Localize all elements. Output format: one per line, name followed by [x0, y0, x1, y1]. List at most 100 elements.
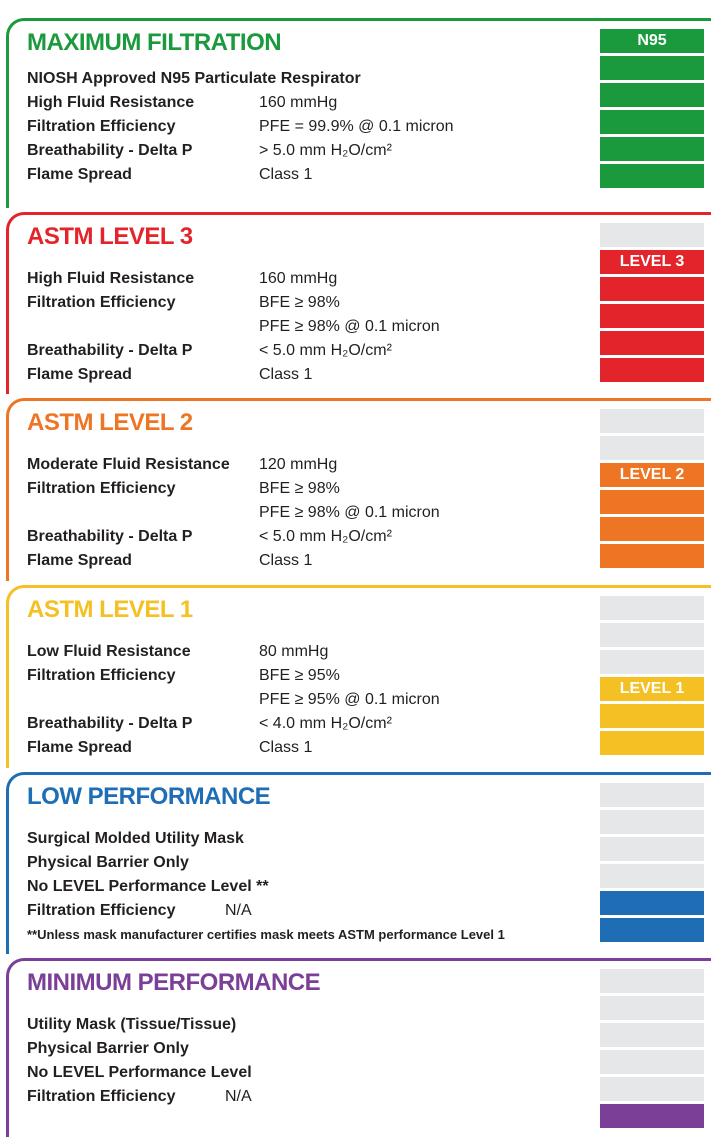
spec-row: Physical Barrier Only	[27, 851, 587, 875]
spec-label: Flame Spread	[27, 366, 132, 383]
section-title: MINIMUM PERFORMANCE	[27, 969, 321, 996]
spec-row: Filtration Efficiency BFE ≥ 98%	[27, 291, 587, 315]
scale-filled	[600, 490, 704, 514]
spec-row: PFE ≥ 98% @ 0.1 micron	[27, 501, 587, 525]
section: ASTM LEVEL 2 Moderate Fluid Resistance 120…	[6, 398, 711, 581]
scale-filled: LEVEL 1	[600, 677, 704, 701]
section: ASTM LEVEL 1 Low Fluid Resistance 80 mmHg F…	[6, 585, 711, 768]
level-scale	[600, 969, 704, 1131]
spec-label: Filtration Efficiency	[27, 902, 176, 919]
spec-row: Flame Spread Class 1	[27, 363, 587, 387]
scale-empty	[600, 1050, 704, 1074]
scale-filled	[600, 517, 704, 541]
level-scale: LEVEL 3	[600, 223, 704, 385]
section-title: MAXIMUM FILTRATION	[27, 29, 282, 56]
scale-empty	[600, 1023, 704, 1047]
spec-row: Filtration Efficiency N/A	[27, 899, 587, 923]
section-title: ASTM LEVEL 3	[27, 223, 193, 250]
scale-filled	[600, 731, 704, 755]
spec-value: BFE ≥ 98%	[259, 480, 340, 497]
spec-label: Moderate Fluid Resistance	[27, 456, 230, 473]
spec-label: Breathability - Delta P	[27, 142, 193, 159]
scale-filled: LEVEL 3	[600, 250, 704, 274]
spec-row: Filtration Efficiency BFE ≥ 98%	[27, 477, 587, 501]
section: MINIMUM PERFORMANCE Utility Mask (Tissue/…	[6, 958, 711, 1137]
lines: Low Fluid Resistance 80 mmHg Filtration Ef…	[27, 640, 587, 760]
spec-label: High Fluid Resistance	[27, 94, 195, 111]
spec-text: Surgical Molded Utility Mask	[27, 830, 244, 847]
spec-value: < 5.0 mm H₂O/cm²	[259, 342, 392, 359]
spec-value: 80 mmHg	[259, 643, 329, 660]
lines: Utility Mask (Tissue/Tissue) Physical Bar…	[27, 1013, 587, 1109]
scale-filled	[600, 137, 704, 161]
spec-text: NIOSH Approved N95 Particulate Respirato…	[27, 70, 361, 87]
scale-filled	[600, 358, 704, 382]
spec-label: Breathability - Delta P	[27, 715, 193, 732]
spec-row: Moderate Fluid Resistance 120 mmHg	[27, 453, 587, 477]
scale-filled	[600, 891, 704, 915]
section: MAXIMUM FILTRATION NIOSH Approved N95 Par…	[6, 18, 711, 208]
spec-value: N/A	[225, 1088, 252, 1105]
scale-filled	[600, 56, 704, 80]
scale-filled	[600, 110, 704, 134]
spec-value: Class 1	[259, 739, 313, 756]
scale-empty	[600, 223, 704, 247]
lines: High Fluid Resistance 160 mmHg Filtration …	[27, 267, 587, 387]
level-scale: LEVEL 2	[600, 409, 704, 571]
scale-filled	[600, 304, 704, 328]
scale-filled	[600, 164, 704, 188]
spec-row: Filtration Efficiency N/A	[27, 1085, 587, 1109]
scale-filled	[600, 544, 704, 568]
spec-row: PFE ≥ 98% @ 0.1 micron	[27, 315, 587, 339]
scale-empty	[600, 810, 704, 834]
scale-empty	[600, 623, 704, 647]
spec-row: PFE ≥ 95% @ 0.1 micron	[27, 688, 587, 712]
spec-label: Flame Spread	[27, 552, 132, 569]
spec-row: No LEVEL Performance Level **	[27, 875, 587, 899]
spec-row: Filtration Efficiency PFE = 99.9% @ 0.1 m…	[27, 115, 587, 139]
lines: Surgical Molded Utility Mask Physical Bar…	[27, 827, 587, 947]
footnote: **Unless mask manufacturer certifies mas…	[27, 927, 505, 942]
spec-label: Filtration Efficiency	[27, 294, 176, 311]
spec-row: Filtration Efficiency BFE ≥ 95%	[27, 664, 587, 688]
scale-filled	[600, 704, 704, 728]
spec-value: BFE ≥ 95%	[259, 667, 340, 684]
spec-value: PFE ≥ 98% @ 0.1 micron	[259, 504, 440, 521]
scale-empty	[600, 864, 704, 888]
spec-value: > 5.0 mm H₂O/cm²	[259, 142, 392, 159]
section-title: ASTM LEVEL 2	[27, 409, 193, 436]
spec-row: Utility Mask (Tissue/Tissue)	[27, 1013, 587, 1037]
spec-value: < 4.0 mm H₂O/cm²	[259, 715, 392, 732]
scale-empty	[600, 996, 704, 1020]
spec-row: No LEVEL Performance Level	[27, 1061, 587, 1085]
spec-row: Flame Spread Class 1	[27, 549, 587, 573]
spec-text: Physical Barrier Only	[27, 1040, 189, 1057]
spec-row: High Fluid Resistance 160 mmHg	[27, 267, 587, 291]
section-title: LOW PERFORMANCE	[27, 783, 271, 810]
spec-value: 120 mmHg	[259, 456, 338, 473]
spec-row: Breathability - Delta P > 5.0 mm H₂O/cm²	[27, 139, 587, 163]
scale-filled	[600, 277, 704, 301]
scale-filled	[600, 83, 704, 107]
spec-label: Breathability - Delta P	[27, 342, 193, 359]
spec-value: N/A	[225, 902, 252, 919]
spec-row: Breathability - Delta P < 5.0 mm H₂O/cm²	[27, 339, 587, 363]
scale-filled: LEVEL 2	[600, 463, 704, 487]
spec-row: Flame Spread Class 1	[27, 163, 587, 187]
spec-value: BFE ≥ 98%	[259, 294, 340, 311]
spec-row: Breathability - Delta P < 4.0 mm H₂O/cm²	[27, 712, 587, 736]
spec-row: Low Fluid Resistance 80 mmHg	[27, 640, 587, 664]
level-scale: N95	[600, 29, 704, 191]
spec-label: Low Fluid Resistance	[27, 643, 191, 660]
spec-value: < 5.0 mm H₂O/cm²	[259, 528, 392, 545]
lines: NIOSH Approved N95 Particulate Respirato…	[27, 67, 587, 187]
scale-empty	[600, 969, 704, 993]
spec-text: Physical Barrier Only	[27, 854, 189, 871]
level-scale: LEVEL 1	[600, 596, 704, 758]
section-title: ASTM LEVEL 1	[27, 596, 193, 623]
spec-value: Class 1	[259, 366, 313, 383]
spec-value: Class 1	[259, 552, 313, 569]
scale-empty	[600, 650, 704, 674]
spec-label: Filtration Efficiency	[27, 480, 176, 497]
spec-label: Breathability - Delta P	[27, 528, 193, 545]
